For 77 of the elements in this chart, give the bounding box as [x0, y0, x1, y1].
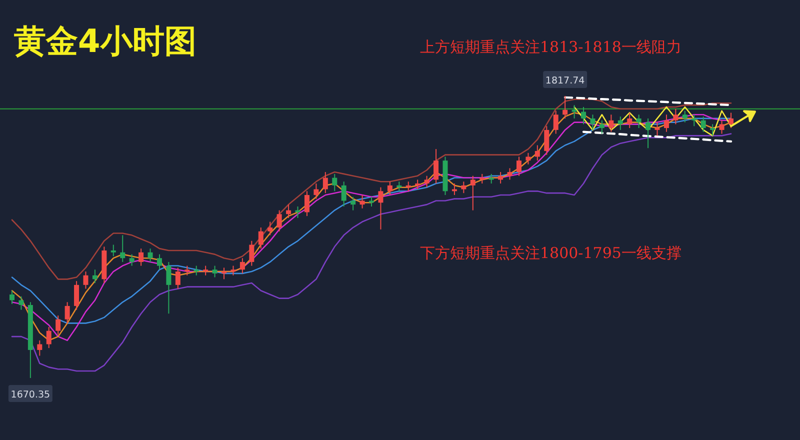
- candlestick: [92, 269, 98, 284]
- candlestick: [37, 340, 42, 356]
- candlestick: [369, 196, 374, 207]
- candlestick: [618, 116, 623, 130]
- candlestick: [46, 326, 52, 349]
- candlestick: [406, 181, 411, 192]
- candlestick: [203, 265, 208, 276]
- candlestick: [74, 280, 80, 310]
- candlestick: [664, 114, 669, 132]
- candlestick: [378, 186, 384, 230]
- annotation: 下方短期重点关注1800-1795一线支撑: [420, 244, 682, 262]
- candlestick: [230, 265, 236, 276]
- candlestick: [590, 114, 596, 130]
- candlestick: [434, 148, 439, 184]
- candlestick: [526, 152, 531, 165]
- candlestick: [240, 258, 245, 274]
- candlestick: [18, 296, 24, 310]
- candlestick: [470, 175, 476, 211]
- candlestick: [498, 172, 504, 184]
- text: 上方短期重点关注1813-1818一线阻力: [420, 38, 682, 56]
- candlestick: [692, 114, 697, 127]
- candlestick: [534, 144, 540, 162]
- annotation: 1670.35: [10, 390, 50, 400]
- candlestick: [175, 267, 180, 290]
- candlestick: [166, 261, 172, 314]
- candlestick: [516, 156, 522, 176]
- candlestick: [276, 210, 282, 232]
- candlestick: [156, 254, 162, 270]
- candlestick: [129, 254, 134, 266]
- candlestick: [646, 118, 651, 149]
- annotation: 1817.74: [545, 76, 585, 86]
- candlestick: [64, 302, 70, 324]
- candlestick: [184, 265, 190, 276]
- candlestick: [572, 104, 577, 119]
- candlestick: [332, 173, 338, 192]
- candlestick: [599, 120, 604, 134]
- candlestick: [360, 194, 365, 209]
- candlestick: [249, 240, 254, 266]
- candlestick: [396, 181, 402, 192]
- candlestick: [544, 126, 550, 156]
- candlestick: [322, 172, 328, 194]
- candlestick: [461, 181, 466, 194]
- candlestick: [507, 168, 512, 180]
- candlestick: [636, 114, 642, 129]
- candlestick: [424, 175, 430, 188]
- candlestick: [212, 265, 218, 278]
- candlestick: [728, 112, 734, 129]
- candlestick: [148, 248, 153, 262]
- candlestick: [415, 179, 420, 190]
- candlestick: [258, 227, 264, 250]
- candlestick: [120, 234, 126, 262]
- candlestick: [110, 244, 116, 257]
- candlestick: [10, 290, 14, 305]
- candlestick: [56, 315, 61, 336]
- candlestick: [194, 265, 199, 276]
- candlestick: [138, 248, 144, 266]
- candlestick: [719, 120, 724, 134]
- candlestick: [553, 110, 558, 134]
- candlestick: [673, 108, 678, 125]
- candlestick: [654, 122, 660, 136]
- candlestick: [304, 190, 310, 217]
- candlestick: [268, 221, 273, 236]
- candlestick: [222, 267, 227, 280]
- candlestick: [387, 181, 392, 196]
- candlestick: [627, 112, 632, 129]
- candlestick: [682, 110, 688, 123]
- candlestick: [341, 181, 346, 207]
- candlestick: [562, 96, 568, 119]
- candlestick: [314, 183, 319, 200]
- candlestick: [83, 271, 88, 290]
- candlestick: [710, 124, 716, 136]
- candlestick: [286, 204, 292, 218]
- candlestick: [581, 106, 586, 125]
- candlestick: [700, 116, 706, 132]
- candlestick: [350, 196, 356, 211]
- chart-title: 黄金4小时图: [14, 22, 196, 60]
- candlestick: [608, 114, 614, 132]
